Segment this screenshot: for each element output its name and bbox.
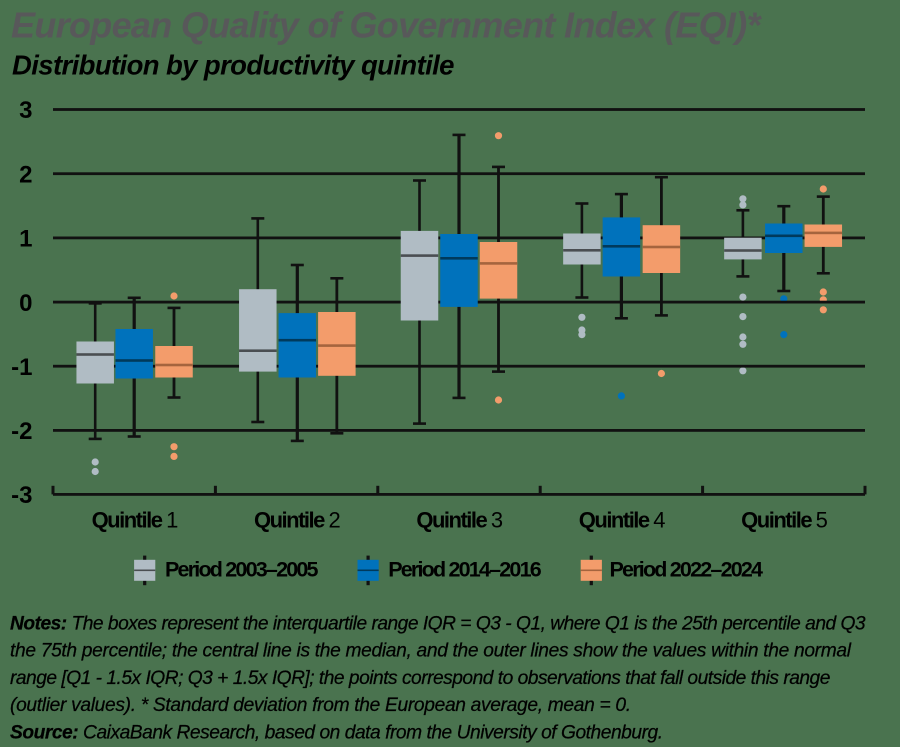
svg-text:2: 2: [19, 161, 32, 188]
svg-text:1: 1: [19, 226, 32, 253]
svg-text:Period 2022–2024: Period 2022–2024: [610, 558, 764, 582]
svg-text:Quintile 5: Quintile 5: [741, 507, 828, 532]
svg-text:Quintile 1: Quintile 1: [92, 507, 179, 532]
svg-text:Source: CaixaBank Research, ba: Source: CaixaBank Research, based on dat…: [10, 722, 663, 743]
svg-text:-1: -1: [11, 354, 32, 381]
svg-text:-3: -3: [11, 482, 32, 509]
svg-text:range [Q1 - 1.5x IQR; Q3 + 1.5: range [Q1 - 1.5x IQR; Q3 + 1.5x IQR]; th…: [10, 668, 830, 689]
svg-text:(outlier values). * Standard d: (outlier values). * Standard deviation f…: [10, 695, 631, 716]
svg-text:Period 2003–2005: Period 2003–2005: [165, 558, 319, 582]
svg-text:3: 3: [19, 97, 32, 124]
svg-text:Notes: The boxes represent the: Notes: The boxes represent the interquar…: [10, 614, 866, 635]
svg-text:Quintile 2: Quintile 2: [254, 507, 341, 532]
svg-text:0: 0: [19, 290, 32, 317]
svg-text:-2: -2: [11, 418, 32, 445]
svg-text:European Quality of Government: European Quality of Government Index (EQ…: [11, 5, 763, 46]
svg-text:Distribution by productivity q: Distribution by productivity quintile: [12, 50, 454, 81]
svg-text:Period 2014–2016: Period 2014–2016: [388, 558, 542, 582]
svg-text:Quintile 4: Quintile 4: [579, 507, 666, 532]
svg-text:Quintile 3: Quintile 3: [416, 507, 503, 532]
svg-text:the 75th percentile; the centr: the 75th percentile; the central line is…: [10, 641, 852, 662]
